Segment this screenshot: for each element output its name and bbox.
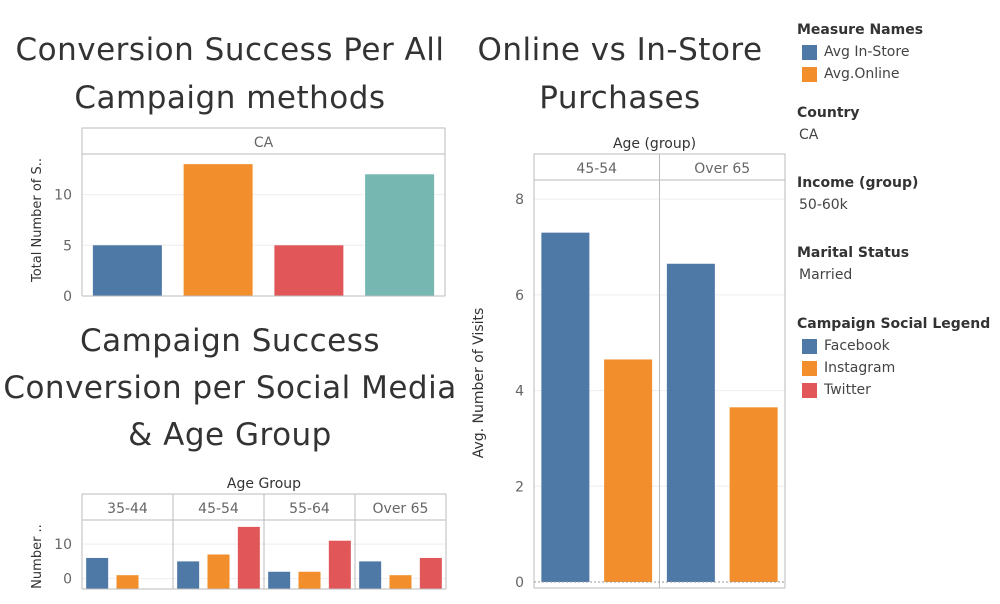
facet-header <box>81 493 174 521</box>
bar <box>359 561 382 589</box>
legend-item-avg-online[interactable]: Avg.Online <box>797 66 923 82</box>
bar <box>729 407 778 582</box>
facet-title: Age Group <box>227 476 301 492</box>
online-instore-chart-title: Online vs In-Store Purchases <box>477 32 763 116</box>
bar <box>274 245 344 296</box>
income-filter[interactable]: Income (group) 50-60k <box>797 175 918 213</box>
income-value: 50-60k <box>799 197 848 213</box>
panel-label: CA <box>254 135 274 151</box>
facet-header <box>172 493 265 521</box>
marital-value: Married <box>799 267 853 283</box>
y-tick-label: 0 <box>63 289 72 305</box>
legend-label: Avg.Online <box>824 66 900 82</box>
y-axis-title: Number .. <box>30 524 45 589</box>
marital-header: Marital Status <box>797 245 910 261</box>
bar <box>365 174 435 296</box>
y-tick-label: 6 <box>515 288 524 304</box>
facet-label: 45-54 <box>576 161 617 177</box>
facet-header <box>533 153 660 181</box>
campaign-chart-title: Campaign Success Conversion per Social M… <box>3 323 457 453</box>
bar <box>237 526 260 589</box>
facet-label: Over 65 <box>373 501 429 517</box>
legend-item-avg-instore[interactable]: Avg In-Store <box>797 44 923 60</box>
country-filter[interactable]: Country CA <box>797 105 860 143</box>
y-tick-label: 8 <box>515 192 524 208</box>
legend-label: Facebook <box>824 338 890 354</box>
y-tick-label: 10 <box>54 537 72 553</box>
twitter-swatch <box>802 382 817 398</box>
facet-label: 55-64 <box>289 501 330 517</box>
bar <box>389 575 412 589</box>
facet-header <box>659 153 786 181</box>
y-axis-title: Avg. Number of Visits <box>471 308 487 459</box>
bar <box>268 571 291 589</box>
bar <box>86 557 109 589</box>
legend-label: Twitter <box>824 382 871 398</box>
bar <box>183 164 253 296</box>
legend-label: Avg In-Store <box>824 44 910 60</box>
bar <box>116 575 139 589</box>
facet-label: 35-44 <box>107 501 148 517</box>
social-legend-header: Campaign Social Legend <box>797 316 991 332</box>
facet-header <box>263 493 356 521</box>
panel-header <box>81 127 446 155</box>
y-tick-label: 0 <box>515 575 524 591</box>
country-value: CA <box>799 127 819 143</box>
bar <box>298 571 321 589</box>
bar <box>177 561 200 589</box>
avg-instore-swatch <box>802 44 817 60</box>
country-header: Country <box>797 105 860 121</box>
y-tick-label: 4 <box>515 384 524 400</box>
legend-label: Instagram <box>824 360 896 376</box>
y-tick-label: 0 <box>63 572 72 588</box>
avg-online-swatch <box>802 66 817 82</box>
instagram-swatch <box>802 360 817 376</box>
bar <box>328 540 351 589</box>
y-tick-label: 10 <box>54 188 72 204</box>
marital-filter[interactable]: Marital Status Married <box>797 245 909 283</box>
facet-label: 45-54 <box>198 501 239 517</box>
bar <box>92 245 162 296</box>
legend-item-instagram[interactable]: Instagram <box>797 360 990 376</box>
income-header: Income (group) <box>797 175 919 191</box>
bar <box>604 359 653 582</box>
bar <box>666 263 715 582</box>
conversion-chart-title: Conversion Success Per All Campaign meth… <box>15 32 445 116</box>
y-tick-label: 5 <box>63 238 72 254</box>
facet-title: Age (group) <box>613 136 696 152</box>
measure-names-legend: Measure Names Avg In-Store Avg.Online <box>797 22 923 82</box>
bar <box>541 232 590 582</box>
bar <box>419 557 442 589</box>
facet-label: Over 65 <box>694 161 750 177</box>
facebook-swatch <box>802 338 817 354</box>
bar <box>207 554 230 589</box>
y-tick-label: 2 <box>515 479 524 495</box>
y-axis-title: Total Number of S.. <box>30 158 45 283</box>
legend-item-facebook[interactable]: Facebook <box>797 338 990 354</box>
legend-item-twitter[interactable]: Twitter <box>797 382 990 398</box>
campaign-social-legend: Campaign Social Legend Facebook Instagra… <box>797 316 990 398</box>
facet-header <box>354 493 447 521</box>
measure-names-header: Measure Names <box>797 22 924 38</box>
